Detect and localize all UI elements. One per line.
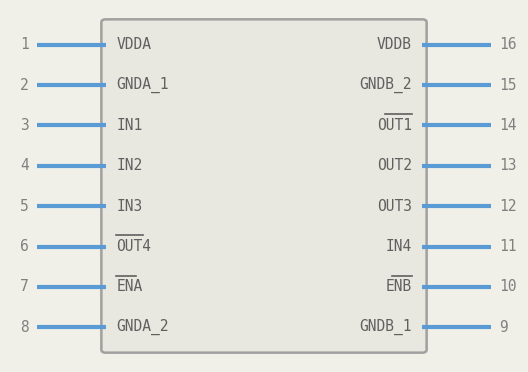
Text: 14: 14 <box>499 118 516 133</box>
Text: IN2: IN2 <box>116 158 143 173</box>
Text: OUT2: OUT2 <box>377 158 412 173</box>
Text: GNDB_1: GNDB_1 <box>360 319 412 336</box>
Text: 6: 6 <box>20 239 29 254</box>
Text: VDDA: VDDA <box>116 37 151 52</box>
Text: GNDA_2: GNDA_2 <box>116 319 168 336</box>
Text: IN1: IN1 <box>116 118 143 133</box>
Text: 1: 1 <box>20 37 29 52</box>
Text: 12: 12 <box>499 199 516 214</box>
Text: IN3: IN3 <box>116 199 143 214</box>
Text: 5: 5 <box>20 199 29 214</box>
Text: VDDB: VDDB <box>377 37 412 52</box>
Text: OUT4: OUT4 <box>116 239 151 254</box>
Text: 4: 4 <box>20 158 29 173</box>
Text: 8: 8 <box>20 320 29 335</box>
Text: 15: 15 <box>499 77 516 93</box>
Text: ENA: ENA <box>116 279 143 295</box>
Text: 10: 10 <box>499 279 516 295</box>
Text: ENB: ENB <box>385 279 412 295</box>
Text: OUT1: OUT1 <box>377 118 412 133</box>
Text: 13: 13 <box>499 158 516 173</box>
Text: 9: 9 <box>499 320 508 335</box>
Text: 7: 7 <box>20 279 29 295</box>
Text: 16: 16 <box>499 37 516 52</box>
Text: GNDB_2: GNDB_2 <box>360 77 412 93</box>
Text: IN4: IN4 <box>385 239 412 254</box>
Text: 11: 11 <box>499 239 516 254</box>
Text: OUT3: OUT3 <box>377 199 412 214</box>
FancyBboxPatch shape <box>101 19 427 353</box>
Text: 3: 3 <box>20 118 29 133</box>
Text: 2: 2 <box>20 77 29 93</box>
Text: GNDA_1: GNDA_1 <box>116 77 168 93</box>
